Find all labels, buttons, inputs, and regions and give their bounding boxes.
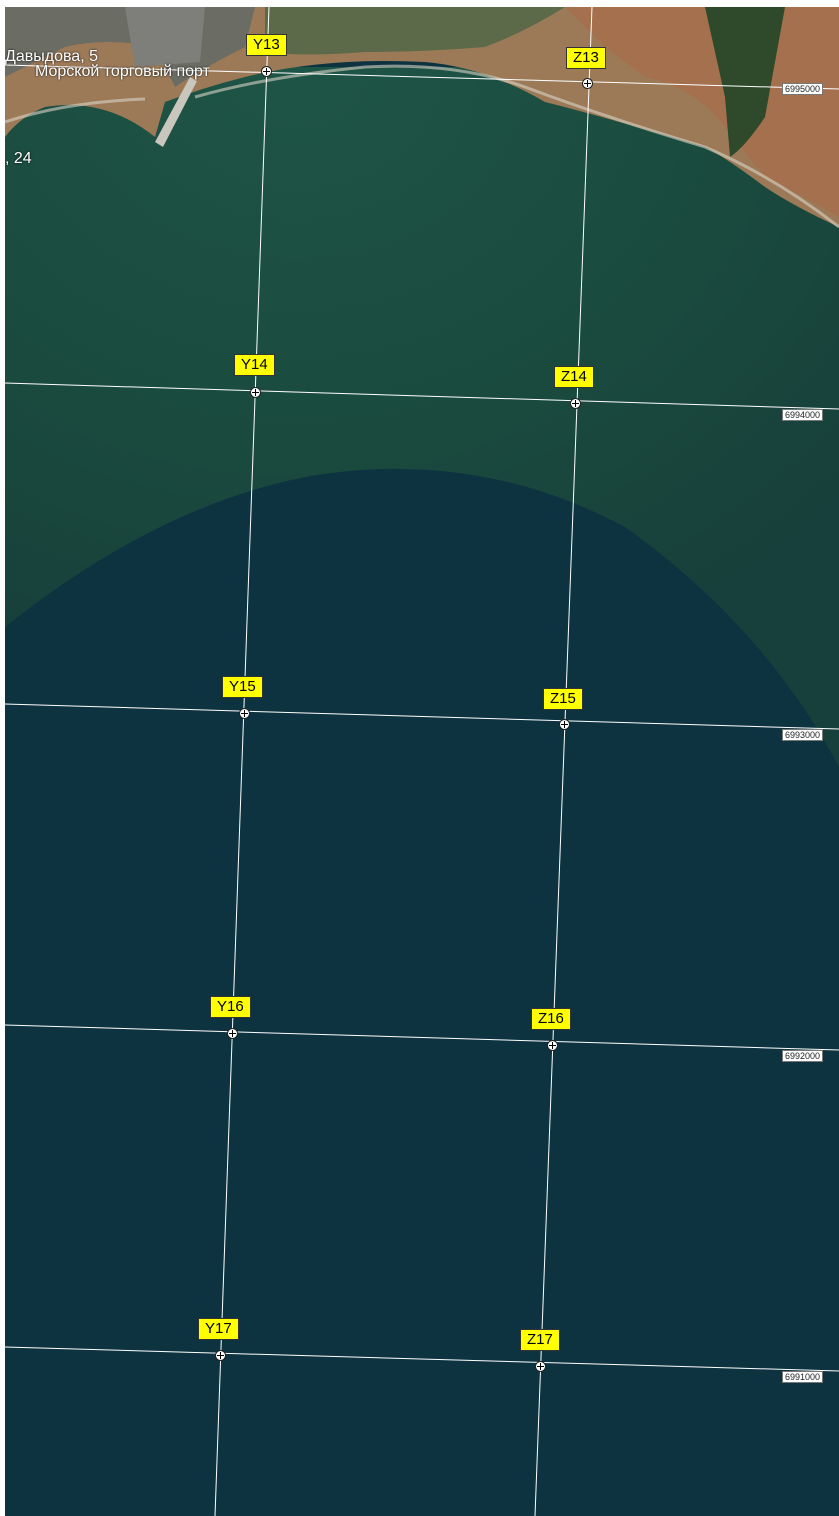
grid-label-z15[interactable]: Z15 (543, 688, 583, 710)
crosshair-icon[interactable] (239, 708, 250, 719)
grid-lines (5, 7, 839, 1516)
grid-label-z14[interactable]: Z14 (554, 366, 594, 388)
grid-label-z17[interactable]: Z17 (520, 1329, 560, 1351)
grid-label-z16[interactable]: Z16 (531, 1008, 571, 1030)
crosshair-icon[interactable] (535, 1361, 546, 1372)
grid-line-y (214, 7, 270, 1516)
grid-line-6994000 (5, 382, 839, 410)
grid-line-6992000 (5, 1024, 839, 1051)
northing-label-6991000: 6991000 (782, 1371, 824, 1383)
crosshair-icon[interactable] (559, 719, 570, 730)
crosshair-icon[interactable] (261, 66, 272, 77)
crosshair-icon[interactable] (250, 387, 261, 398)
northing-label-6994000: 6994000 (782, 409, 824, 421)
northing-label-6993000: 6993000 (782, 729, 824, 741)
grid-line-6991000 (5, 1346, 839, 1372)
crosshair-icon[interactable] (547, 1040, 558, 1051)
place-label-port[interactable]: Морской торговый порт (35, 63, 210, 80)
grid-line-6993000 (5, 703, 839, 730)
grid-label-y17[interactable]: Y17 (198, 1318, 239, 1340)
crosshair-icon[interactable] (582, 78, 593, 89)
place-label-street[interactable]: Давыдова, 5 (5, 48, 98, 65)
grid-label-y13[interactable]: Y13 (246, 34, 287, 56)
crosshair-icon[interactable] (570, 398, 581, 409)
grid-line-z (534, 7, 593, 1516)
crosshair-icon[interactable] (215, 1350, 226, 1361)
grid-label-y16[interactable]: Y16 (210, 996, 251, 1018)
grid-label-y15[interactable]: Y15 (222, 676, 263, 698)
grid-label-z13[interactable]: Z13 (566, 47, 606, 69)
satellite-map[interactable]: Давыдова, 5 Морской торговый порт , 24 Y… (5, 7, 839, 1516)
northing-label-6995000: 6995000 (782, 83, 824, 95)
place-label-number[interactable]: , 24 (5, 150, 32, 167)
northing-label-6992000: 6992000 (782, 1050, 824, 1062)
crosshair-icon[interactable] (227, 1028, 238, 1039)
map-imagery (5, 7, 839, 1516)
grid-label-y14[interactable]: Y14 (234, 354, 275, 376)
grid-line-6995000 (5, 64, 839, 90)
